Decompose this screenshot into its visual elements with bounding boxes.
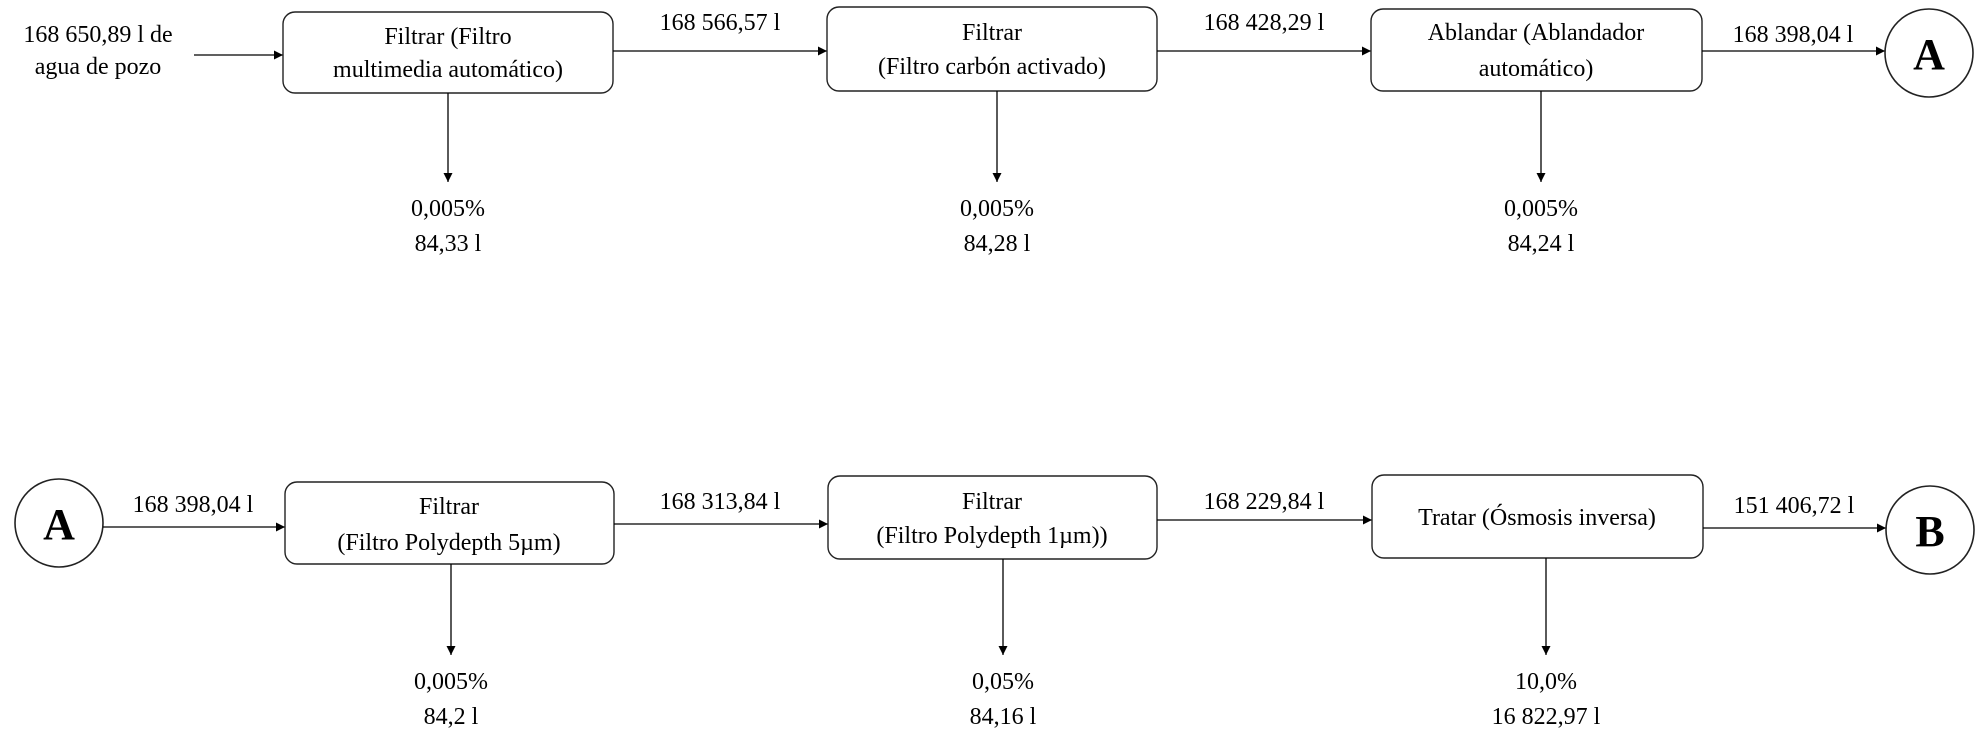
process-step-label: (Filtro carbón activado) [878, 54, 1106, 80]
process-step-label: (Filtro Polydepth 1µm)) [876, 523, 1107, 549]
process-step-polydepth-5um-filter [284, 481, 615, 565]
loss-percent: 0,005% [411, 196, 485, 222]
process-step-label: automático) [1479, 56, 1594, 82]
process-step-label: Filtrar [419, 494, 479, 520]
process-step-label: Filtrar (Filtro [384, 24, 511, 50]
input-source-label-line1: 168 650,89 l de [23, 22, 172, 48]
loss-percent: 0,05% [972, 669, 1034, 695]
connector-a-out [1884, 8, 1974, 98]
loss-volume: 84,28 l [964, 231, 1031, 257]
connector-label: A [1913, 30, 1945, 79]
loss-volume: 16 822,97 l [1492, 704, 1601, 730]
loss-volume: 84,16 l [970, 704, 1037, 730]
process-step-activated-carbon-filter [826, 6, 1158, 92]
process-step-reverse-osmosis [1371, 474, 1704, 559]
flow-volume-label: 168 229,84 l [1204, 489, 1325, 515]
loss-percent: 0,005% [960, 196, 1034, 222]
process-step-label: Filtrar [962, 20, 1022, 46]
connector-a-in [14, 478, 104, 568]
loss-volume: 84,33 l [415, 231, 482, 257]
process-step-automatic-softener [1370, 8, 1703, 92]
flow-volume-label: 168 313,84 l [660, 489, 781, 515]
loss-percent: 10,0% [1515, 669, 1577, 695]
flow-volume-label: 168 398,04 l [133, 492, 254, 518]
loss-percent: 0,005% [414, 669, 488, 695]
process-step-polydepth-1um-filter [827, 475, 1158, 560]
process-step-label: Ablandar (Ablandador [1428, 20, 1645, 46]
loss-volume: 84,24 l [1508, 231, 1575, 257]
flow-volume-label: 151 406,72 l [1734, 493, 1855, 519]
connector-b-out [1885, 485, 1975, 575]
flow-volume-label: 168 428,29 l [1204, 10, 1325, 36]
loss-volume: 84,2 l [424, 704, 479, 730]
loss-percent: 0,005% [1504, 196, 1578, 222]
connector-label: B [1915, 507, 1944, 556]
connector-label: A [43, 500, 75, 549]
process-step-label: (Filtro Polydepth 5µm) [337, 530, 560, 556]
flow-volume-label: 168 566,57 l [660, 10, 781, 36]
process-step-label: Filtrar [962, 489, 1022, 515]
process-step-label: multimedia automático) [333, 57, 563, 83]
flow-volume-label: 168 398,04 l [1733, 22, 1854, 48]
process-step-label: Tratar (Ósmosis inversa) [1418, 504, 1656, 531]
input-source-label-line2: agua de pozo [35, 54, 162, 80]
